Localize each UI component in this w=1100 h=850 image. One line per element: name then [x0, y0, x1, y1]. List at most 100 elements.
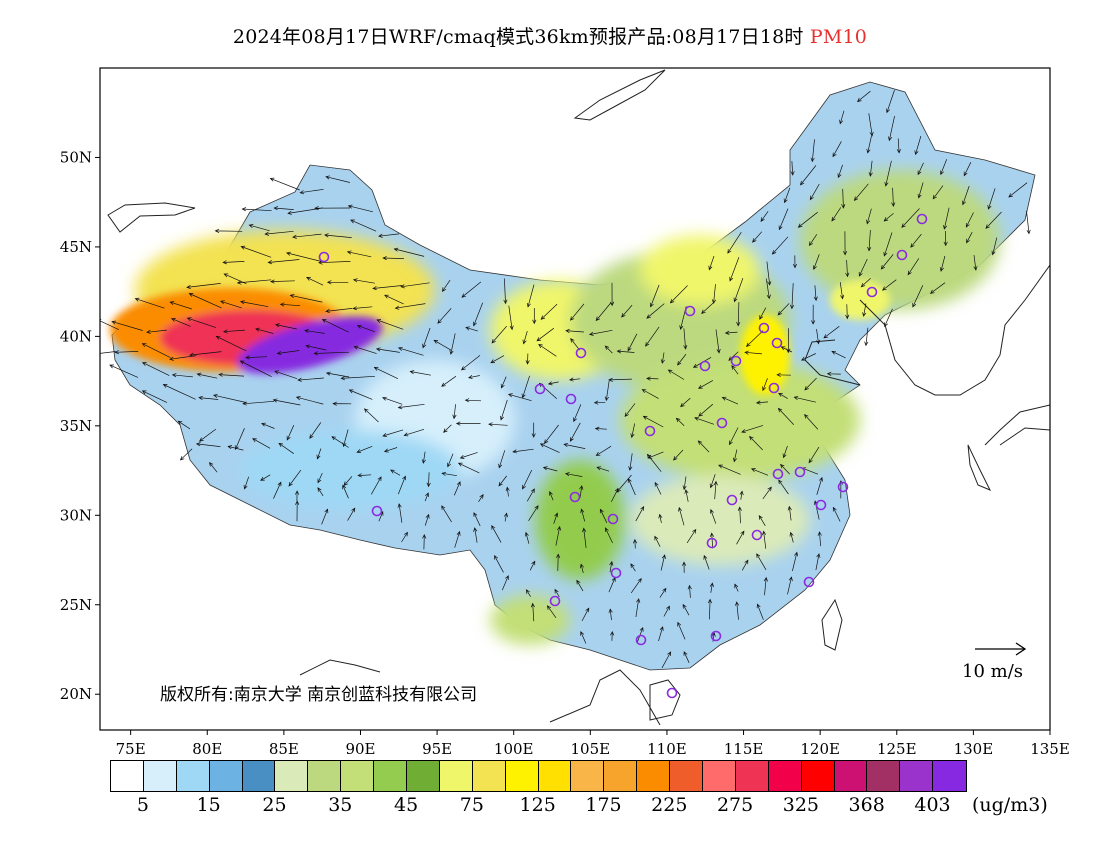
wind-arrow — [868, 160, 873, 177]
lon-tick-label: 135E — [1030, 740, 1070, 758]
wind-arrow — [965, 212, 974, 228]
wind-arrow — [778, 208, 789, 231]
wind-arrow — [248, 224, 270, 232]
wind-arrow — [111, 320, 143, 331]
station-marker — [706, 537, 718, 549]
wind-arrow — [504, 512, 509, 522]
wind-arrow — [595, 445, 612, 456]
wind-arrow — [241, 207, 272, 212]
wind-arrow — [343, 476, 353, 487]
wind-arrow — [286, 425, 295, 441]
station-marker — [569, 491, 581, 503]
wind-arrow — [580, 508, 586, 522]
lat-tick-label: 45N — [60, 238, 92, 256]
station-marker — [866, 286, 878, 298]
wind-arrow — [943, 207, 950, 230]
wind-arrow — [658, 626, 664, 642]
station-marker — [837, 481, 849, 493]
wind-arrow — [771, 236, 789, 255]
wind-arrow — [610, 631, 615, 641]
wind-arrow — [686, 528, 697, 544]
wind-arrow — [792, 255, 798, 269]
colorbar-label: 175 — [585, 794, 622, 816]
wind-arrow — [732, 449, 738, 463]
wind-arrow — [547, 381, 559, 386]
wind-arrow — [780, 346, 793, 353]
wind-arrow — [831, 207, 842, 222]
colorbar-label: 5 — [136, 794, 149, 816]
wind-arrow — [660, 554, 666, 571]
wind-arrow — [649, 284, 660, 308]
wind-arrow — [286, 251, 322, 262]
wind-arrow — [401, 531, 408, 543]
wind-arrow — [684, 489, 689, 502]
wind-arrow — [317, 487, 324, 497]
wind-arrow — [433, 339, 452, 351]
wind-arrow — [239, 360, 272, 378]
wind-arrow — [352, 278, 375, 284]
wind-arrow — [910, 233, 922, 248]
wind-arrow — [711, 284, 716, 304]
station-marker — [772, 468, 784, 480]
wind-arrow — [554, 588, 560, 598]
wind-arrow — [383, 447, 398, 453]
lat-tick-label: 25N — [60, 596, 92, 614]
wind-arrow — [642, 415, 664, 428]
colorbar-swatch — [341, 761, 375, 791]
wind-arrow — [494, 554, 504, 573]
wind-arrow — [635, 598, 641, 618]
wind-arrow — [473, 302, 484, 327]
wind-arrow — [378, 233, 400, 238]
lon-tick-label: 110E — [647, 740, 687, 758]
station-marker — [610, 567, 622, 579]
wind-arrow — [316, 448, 322, 460]
wind-arrow — [309, 422, 322, 439]
wind-arrow — [295, 396, 324, 405]
wind-arrow — [488, 422, 508, 427]
wind-arrow — [100, 351, 116, 354]
map-field — [100, 69, 1050, 726]
wind-arrow — [701, 302, 714, 315]
colorbar-swatch — [571, 761, 605, 791]
colorbar-swatch — [111, 761, 144, 791]
wind-arrow — [628, 453, 633, 471]
wind-arrow — [966, 232, 973, 244]
wind-arrow — [739, 490, 744, 500]
wind-arrow — [171, 373, 193, 378]
wind-arrow — [841, 188, 846, 209]
wind-arrow — [465, 326, 478, 332]
wind-arrow — [709, 582, 714, 593]
wind-arrow — [473, 527, 478, 543]
wind-arrow — [538, 382, 558, 399]
wind-arrow — [654, 535, 661, 547]
wind-arrow — [459, 452, 478, 459]
wind-arrow — [756, 553, 767, 570]
colorbar-swatch — [834, 761, 868, 791]
wind-arrow — [884, 160, 892, 187]
wind-arrow — [866, 135, 872, 154]
wind-arrow — [605, 527, 613, 544]
wind-arrow — [542, 466, 558, 472]
wind-arrow — [195, 442, 221, 447]
colorbar-swatch — [735, 761, 769, 791]
station-marker — [803, 576, 815, 588]
wind-arrow — [853, 183, 869, 202]
wind-arrow — [324, 233, 352, 238]
wind-arrow — [198, 428, 217, 442]
colorbar-swatch — [703, 761, 736, 791]
wind-arrow — [390, 469, 401, 476]
wind-arrow — [526, 284, 535, 308]
wind-arrow — [255, 327, 274, 334]
wind-arrow — [939, 255, 946, 272]
colorbar-label: 325 — [782, 794, 820, 816]
wind-arrow — [985, 211, 1002, 229]
colorbar-swatch — [242, 761, 276, 791]
station-marker — [726, 494, 738, 506]
station-marker — [644, 425, 656, 437]
wind-arrow — [525, 589, 531, 597]
wind-arrow — [169, 355, 197, 361]
wind-arrow — [348, 389, 373, 400]
wind-arrow — [382, 429, 404, 437]
wind-arrow — [883, 213, 894, 222]
